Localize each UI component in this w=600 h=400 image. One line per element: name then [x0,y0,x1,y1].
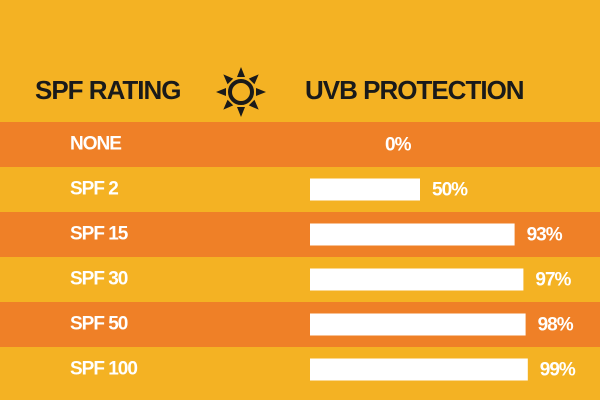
row-stripe [0,122,600,167]
value-label: 97% [535,270,571,291]
value-label: 50% [432,180,468,201]
value-label: 0% [385,135,412,156]
value-label: 98% [538,315,574,336]
category-label: NONE [70,134,121,155]
bar [310,313,526,336]
category-header: SPF RATING [35,75,181,105]
value-label: 93% [527,225,563,246]
bar [310,223,515,246]
value-label: 99% [540,360,576,381]
category-label: SPF 15 [70,224,129,245]
value-header: UVB PROTECTION [305,75,524,105]
category-label: SPF 2 [70,179,118,200]
category-label: SPF 100 [70,359,137,380]
sun-icon [216,67,266,117]
bar [310,358,528,381]
category-label: SPF 30 [70,269,128,290]
bar [310,268,524,291]
category-label: SPF 50 [70,314,128,335]
bar [310,178,420,201]
